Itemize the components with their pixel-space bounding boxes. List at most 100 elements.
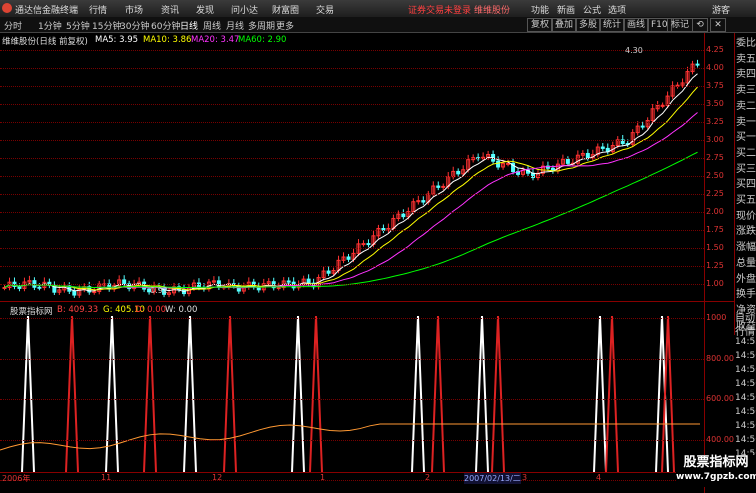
quote-row-label: 收益 [736, 320, 756, 332]
formula-button[interactable]: 公式 [583, 6, 602, 16]
candle-body [436, 185, 441, 188]
candle-body [72, 290, 77, 296]
gridline [0, 318, 704, 319]
candle-body [122, 279, 127, 285]
quote-panel: 委比 卖五 卖四 卖三 卖二 卖一 买一 买二 买三 买四 买五 现价 涨跌 涨幅 总量 外盘 换手 净资 收益 [734, 33, 756, 335]
quote-row-label: 换手 [736, 289, 756, 301]
tick-row: 自动 [735, 313, 755, 324]
price-tick-label: 1.25 [706, 261, 724, 270]
buy-signal-spike [291, 315, 305, 472]
indicator-b: B: 409.33 [57, 305, 99, 315]
tick-row: 14:55 [735, 337, 756, 347]
candle-body [630, 132, 635, 145]
new-draw-button[interactable]: 新画 [557, 6, 576, 16]
period-weekly[interactable]: 周线 [203, 22, 222, 32]
period-15min[interactable]: 15分钟 [92, 22, 122, 32]
gridline [0, 158, 704, 159]
tick-row: 14:56 [735, 449, 756, 459]
rewind-icon[interactable]: ⟲ [692, 18, 708, 32]
fuquan-button[interactable]: 复权 [527, 18, 554, 32]
guest-label[interactable]: 游客 [712, 6, 731, 16]
quote-row-label: 现价 [736, 210, 756, 222]
candle-body [441, 185, 446, 188]
indicator-g: G: 405.10 [103, 305, 145, 315]
menu-shichang[interactable]: 市场 [125, 6, 144, 16]
period-daily[interactable]: 日线 [180, 22, 199, 32]
date-label: 12 [212, 473, 223, 482]
stats-button[interactable]: 统计 [599, 18, 626, 32]
candle-body [341, 256, 346, 261]
quote-row-label: 卖五 [736, 53, 756, 65]
candle-body [560, 158, 565, 165]
watermark-title: 股票指标网 [683, 455, 749, 470]
candle-body [147, 288, 152, 293]
indicator-chart[interactable] [0, 314, 704, 472]
gridline [0, 50, 704, 51]
candle-body [306, 278, 311, 284]
gridline [0, 104, 704, 105]
period-5min[interactable]: 5分钟 [66, 22, 90, 32]
period-30min[interactable]: 30分钟 [120, 22, 150, 32]
multi-stock-button[interactable]: 多股 [575, 18, 602, 32]
quote-row-label: 买五 [736, 195, 756, 206]
menu-caifuquan[interactable]: 财富圈 [272, 6, 300, 16]
cursor-date: 2007/02/13/二 [464, 473, 521, 484]
overlay-button[interactable]: 叠加 [551, 18, 578, 32]
candle-body [585, 152, 590, 159]
period-fenshi[interactable]: 分时 [4, 22, 23, 32]
stock-tag: 维维股份 [474, 6, 511, 16]
menu-hangqing[interactable]: 行情 [89, 6, 108, 16]
func-button[interactable]: 功能 [531, 6, 550, 16]
f10-button[interactable]: F10 [647, 18, 672, 32]
price-tick-label: 1.50 [706, 243, 724, 252]
low-price-label: 0.92 [150, 286, 168, 295]
menu-zixun[interactable]: 资讯 [161, 6, 180, 16]
candle-body [506, 162, 511, 165]
menu-jiaoyi[interactable]: 交易 [316, 6, 335, 16]
pane-divider [0, 301, 734, 302]
options-button[interactable]: 选项 [608, 6, 627, 16]
gridline [0, 358, 704, 360]
date-label: 11 [101, 473, 112, 482]
mark-button[interactable]: 标记 [667, 18, 694, 32]
candle-body [401, 213, 406, 218]
gridline [0, 140, 704, 141]
sell-signal-spike [605, 315, 619, 472]
ma5-line [4, 73, 698, 292]
candle-body [670, 85, 675, 97]
candle-body [660, 104, 665, 107]
tick-row: 14:56 [735, 407, 756, 417]
buy-signal-spike [105, 315, 119, 472]
candle-body [37, 286, 42, 289]
buy-signal-spike [475, 315, 489, 472]
tick-row: 14:56 [735, 435, 756, 445]
candle-body [695, 63, 700, 66]
indicator-title: 股票指标网 [10, 307, 53, 317]
quote-row-label: 买三 [736, 163, 756, 175]
candle-body [77, 288, 82, 296]
candle-body [655, 104, 660, 110]
period-multi[interactable]: 多周期 [248, 22, 276, 32]
tick-row: 行情 [735, 327, 755, 338]
candle-body [376, 227, 381, 237]
draw-line-button[interactable]: 画线 [623, 18, 650, 32]
period-60min[interactable]: 60分钟 [151, 22, 181, 32]
gridline [0, 266, 704, 267]
login-notice[interactable]: 证券交易未登录 [408, 6, 472, 16]
period-more[interactable]: 更多 [276, 22, 295, 32]
ma20-value: MA20: 3.47 [191, 35, 240, 45]
candlestick-chart[interactable] [0, 46, 704, 298]
close-icon[interactable]: ✕ [710, 18, 726, 32]
ma10-line [4, 86, 698, 291]
candle-body [580, 152, 585, 156]
menu-faxian[interactable]: 发现 [196, 6, 215, 16]
period-1min[interactable]: 1分钟 [38, 22, 62, 32]
chart-title: 维维股份(日线 前复权) [2, 37, 88, 47]
menu-wenxiaoda[interactable]: 问小达 [231, 6, 259, 16]
candle-body [600, 146, 605, 149]
date-axis [0, 472, 704, 473]
sell-signal-spike [143, 315, 157, 472]
period-monthly[interactable]: 月线 [226, 22, 245, 32]
candle-body [496, 160, 501, 168]
candle-body [321, 270, 326, 279]
